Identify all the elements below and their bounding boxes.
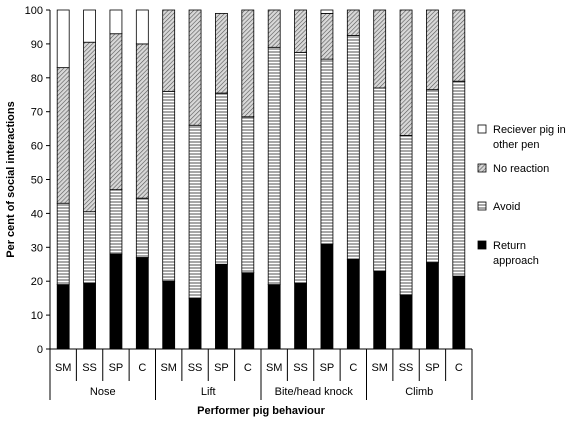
bar-segment-return-approach [267,284,281,350]
bar-segment-no-reaction [188,9,202,126]
bar-segment-avoid [267,46,281,285]
bar-segment-reciever-pig-in-other-pen [109,9,123,35]
bar-segment-no-reaction [83,41,96,213]
bar-segment-avoid [83,211,96,284]
bar-segment-no-reaction [241,9,255,118]
bar-segment-return-approach [452,275,466,350]
bar-segment-avoid [452,80,466,277]
x-tick-label: C [138,362,146,374]
bar-segment-no-reaction [399,9,413,136]
y-tick-label: 50 [31,175,43,187]
bar-segment-return-approach [56,284,70,350]
x-axis-title: Performer pig behaviour [197,405,325,417]
bar-segment-avoid [135,197,149,258]
legend-label: other pen [493,139,539,151]
bar-segment-avoid [320,58,334,245]
bar-segment-avoid [188,124,202,299]
bar-segment-no-reaction [373,9,387,89]
bar-segment-return-approach [215,263,228,350]
x-tick-label: SP [425,362,440,374]
x-tick-label: SP [214,362,229,374]
x-tick-label: SS [399,362,414,374]
bar-segment-avoid [426,89,439,263]
bar-segment-return-approach [135,257,149,350]
bar-segment-avoid [109,189,123,255]
bar-segment-return-approach [162,280,176,350]
bar-segment-avoid [294,51,307,284]
x-group-label: Lift [201,386,216,398]
x-tick-label: SP [320,362,335,374]
bar-segment-return-approach [83,282,96,350]
bar-segment-reciever-pig-in-other-pen [56,9,70,69]
bar-segment-no-reaction [346,9,360,36]
y-tick-label: 30 [31,242,43,254]
bar-segment-avoid [346,35,360,260]
bar-segment-no-reaction [215,12,228,94]
bar-segment-avoid [56,202,70,285]
y-tick-label: 70 [31,107,43,119]
bar-segment-return-approach [346,258,360,350]
y-tick-label: 40 [31,208,43,220]
x-tick-label: SS [188,362,203,374]
bar-segment-return-approach [373,270,387,350]
y-axis-title: Per cent of social interactions [5,101,17,258]
bar-segment-return-approach [426,262,439,350]
x-tick-label: SS [82,362,97,374]
y-tick-label: 60 [31,141,43,153]
bar-segment-no-reaction [135,43,149,199]
legend-label: No reaction [493,163,549,175]
plot-area: 0 10 20 30 40 50 60 70 80 90 100 SM SS SP C SM SS SP C SM SS… [25,5,473,400]
bar-segment-reciever-pig-in-other-pen [83,9,96,43]
legend: Reciever pig in other pen No reaction Avoid… [477,124,566,267]
y-tick-label: 80 [31,73,43,85]
x-tick-label: C [244,362,252,374]
bar-segment-no-reaction [56,67,70,204]
x-group-label: Climb [405,386,433,398]
y-tick-label: 90 [31,39,43,51]
x-tick-label: C [455,362,463,374]
y-tick-label: 20 [31,276,43,288]
x-tick-label: C [349,362,357,374]
bar-segment-avoid [373,87,387,272]
bar-segment-no-reaction [320,12,334,60]
x-tick-label: SM [266,362,283,374]
bar-segment-return-approach [241,272,255,350]
legend-swatch [477,240,487,250]
bar-segment-no-reaction [452,9,466,82]
bar-segment-avoid [399,135,413,296]
legend-label: approach [493,255,539,267]
x-tick-label: SM [371,362,388,374]
y-tick-label: 0 [37,344,43,356]
y-tick-label: 10 [31,310,43,322]
y-tick-label: 100 [25,5,43,17]
x-tick-label: SS [293,362,308,374]
bar-segment-avoid [215,92,228,265]
bar-segment-reciever-pig-in-other-pen [135,9,149,45]
x-tick-label: SM [55,362,72,374]
legend-label: Avoid [493,201,520,213]
bar-segment-no-reaction [109,33,123,191]
bar-segment-return-approach [399,294,413,350]
legend-swatch [477,163,487,173]
bar-segment-avoid [241,116,255,274]
x-tick-label: SP [109,362,124,374]
x-tick-label: SM [160,362,177,374]
bar-segment-no-reaction [162,9,176,92]
bar-segment-return-approach [320,243,334,350]
legend-swatch [477,201,487,211]
bar-segment-no-reaction [426,9,439,91]
bar-segment-return-approach [109,253,123,350]
bar-segment-avoid [162,90,176,282]
legend-label: Reciever pig in [493,124,566,136]
x-group-label: Bite/head knock [275,386,354,398]
bar-segment-return-approach [294,282,307,350]
x-group-label: Nose [90,386,116,398]
bar-segment-reciever-pig-in-other-pen [320,9,334,14]
bar-segment-no-reaction [267,9,281,48]
legend-swatch [477,124,487,134]
bar-segment-no-reaction [294,9,307,53]
bar-segment-return-approach [188,297,202,350]
legend-label: Return [493,240,526,252]
